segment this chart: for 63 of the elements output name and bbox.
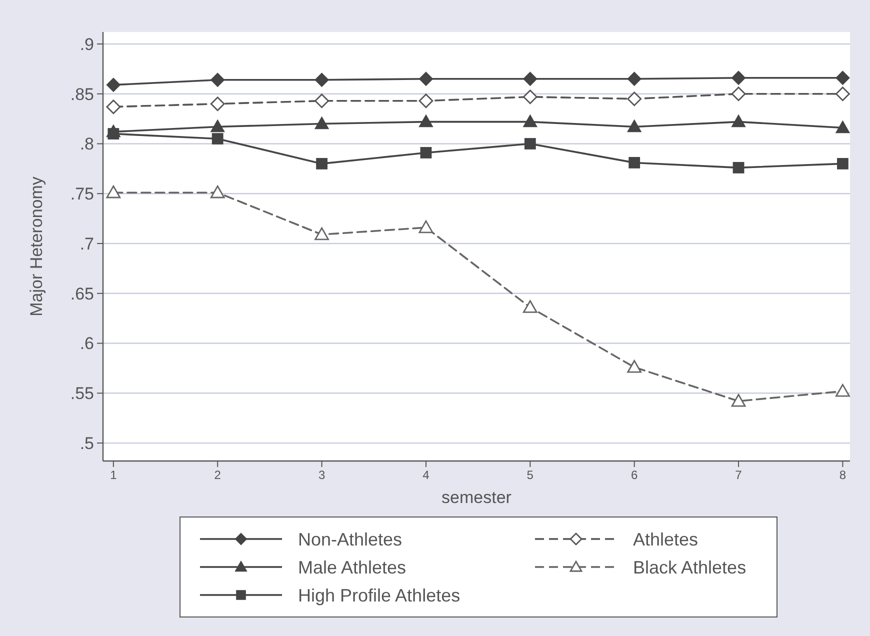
point	[836, 120, 850, 134]
point	[418, 114, 433, 128]
point	[418, 220, 434, 234]
y-tick-label: .7	[80, 234, 94, 254]
legend-label: Male Athletes	[298, 557, 406, 578]
point	[628, 156, 640, 168]
point	[627, 360, 642, 373]
y-tick-label: .9	[80, 34, 94, 54]
point	[837, 158, 848, 170]
point	[106, 124, 120, 138]
point	[212, 133, 224, 144]
legend-label: Non-Athletes	[298, 529, 402, 550]
x-tick-label: 2	[214, 468, 222, 482]
legend-label: Black Athletes	[633, 557, 746, 578]
x-tick-label: 6	[630, 468, 638, 482]
point	[418, 94, 434, 108]
point	[210, 96, 225, 112]
y-tick-label: .8	[80, 134, 94, 154]
y-tick-label: .85	[70, 84, 94, 104]
point	[731, 86, 746, 102]
point	[522, 300, 538, 313]
legend-label: Athletes	[633, 529, 698, 550]
x-axis-title: semester	[442, 488, 512, 507]
point	[731, 394, 746, 407]
x-tick-label: 4	[422, 468, 430, 482]
point	[210, 120, 225, 132]
y-tick-label: .75	[70, 184, 94, 204]
x-tick-label: 5	[526, 468, 534, 482]
point	[210, 72, 225, 87]
point	[106, 78, 120, 92]
point	[522, 90, 538, 104]
legend-label: High Profile Athletes	[298, 585, 460, 606]
y-tick-label: .55	[70, 384, 94, 404]
point	[732, 70, 746, 85]
point	[732, 162, 744, 174]
point	[523, 72, 538, 86]
point	[627, 92, 642, 106]
point	[836, 384, 850, 397]
point	[523, 114, 538, 128]
point	[210, 185, 225, 198]
point	[314, 116, 329, 130]
x-tick-label: 3	[318, 468, 326, 482]
point	[420, 147, 432, 158]
point	[836, 86, 850, 102]
point	[418, 72, 433, 86]
x-tick-label: 7	[735, 468, 742, 482]
point	[732, 114, 746, 128]
point	[627, 120, 642, 132]
y-tick-label: .5	[80, 434, 94, 453]
y-axis-title: Major Heteronomy	[27, 176, 46, 316]
y-tick-label: .65	[70, 284, 94, 304]
x-tick-label: 8	[839, 468, 846, 482]
point	[627, 72, 642, 86]
point	[836, 70, 850, 85]
y-tick-label: .6	[80, 334, 94, 354]
point	[316, 158, 328, 170]
point	[106, 185, 121, 198]
point	[524, 138, 536, 150]
point	[314, 227, 329, 240]
point	[314, 94, 329, 108]
x-tick-label: 1	[110, 468, 118, 482]
point	[314, 72, 329, 87]
point	[106, 100, 121, 114]
